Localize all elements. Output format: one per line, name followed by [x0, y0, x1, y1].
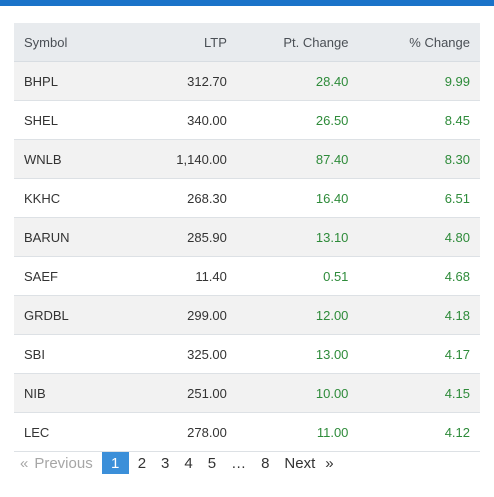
cell-ltp: 285.90 — [114, 217, 237, 257]
column-header-ltp[interactable]: LTP — [114, 23, 237, 62]
cell-pt-change: 87.40 — [236, 139, 359, 179]
table-row[interactable]: LEC 278.00 11.00 4.12 — [14, 412, 480, 452]
table-header-row: Symbol LTP Pt. Change % Change — [14, 23, 480, 62]
cell-pct-change: 9.99 — [358, 61, 480, 101]
page-3-button[interactable]: 3 — [161, 454, 170, 472]
next-page-button[interactable]: Next » — [278, 452, 339, 474]
cell-symbol: BHPL — [14, 61, 115, 101]
previous-label: Previous — [34, 454, 93, 472]
column-header-pt-change[interactable]: Pt. Change — [236, 23, 359, 62]
cell-ltp: 312.70 — [114, 61, 237, 101]
cell-symbol: WNLB — [14, 139, 115, 179]
top-accent-bar — [0, 0, 494, 6]
table-row[interactable]: KKHC 268.30 16.40 6.51 — [14, 178, 480, 218]
page-4-button[interactable]: 4 — [184, 454, 193, 472]
cell-pt-change: 16.40 — [236, 178, 359, 218]
gainers-table: Symbol LTP Pt. Change % Change BHPL 312.… — [14, 23, 480, 452]
cell-ltp: 1,140.00 — [114, 139, 237, 179]
cell-ltp: 278.00 — [114, 412, 237, 452]
cell-ltp: 299.00 — [114, 295, 237, 335]
cell-pct-change: 4.12 — [358, 412, 480, 452]
page-1-button[interactable]: 1 — [101, 452, 129, 474]
cell-pct-change: 8.30 — [358, 139, 480, 179]
pagination-ellipsis: … — [231, 454, 247, 472]
cell-pt-change: 26.50 — [236, 100, 359, 140]
cell-ltp: 325.00 — [114, 334, 237, 374]
chevron-double-right-icon: » — [325, 454, 334, 472]
cell-symbol: SHEL — [14, 100, 115, 140]
cell-pct-change: 8.45 — [358, 100, 480, 140]
cell-symbol: GRDBL — [14, 295, 115, 335]
page-2-button[interactable]: 2 — [137, 454, 147, 472]
page-8-button[interactable]: 8 — [261, 454, 270, 472]
cell-pt-change: 13.00 — [236, 334, 359, 374]
cell-ltp: 11.40 — [114, 256, 237, 296]
table-row[interactable]: GRDBL 299.00 12.00 4.18 — [14, 295, 480, 335]
table-row[interactable]: WNLB 1,140.00 87.40 8.30 — [14, 139, 480, 179]
cell-symbol: SAEF — [14, 256, 115, 296]
table-row[interactable]: NIB 251.00 10.00 4.15 — [14, 373, 480, 413]
cell-pt-change: 10.00 — [236, 373, 359, 413]
cell-symbol: SBI — [14, 334, 115, 374]
cell-pct-change: 4.15 — [358, 373, 480, 413]
cell-pt-change: 28.40 — [236, 61, 359, 101]
pagination: « Previous 1 2 3 4 5 … 8 Next » — [14, 452, 343, 474]
cell-pt-change: 0.51 — [236, 256, 359, 296]
column-header-pct-change[interactable]: % Change — [358, 23, 480, 62]
next-label: Next — [284, 454, 316, 472]
table-row[interactable]: BARUN 285.90 13.10 4.80 — [14, 217, 480, 257]
cell-pt-change: 11.00 — [236, 412, 359, 452]
cell-symbol: NIB — [14, 373, 115, 413]
cell-pt-change: 13.10 — [236, 217, 359, 257]
cell-ltp: 268.30 — [114, 178, 237, 218]
chevron-double-left-icon: « — [20, 454, 29, 472]
table-row[interactable]: SAEF 11.40 0.51 4.68 — [14, 256, 480, 296]
cell-symbol: LEC — [14, 412, 115, 452]
table-row[interactable]: SHEL 340.00 26.50 8.45 — [14, 100, 480, 140]
table-row[interactable]: SBI 325.00 13.00 4.17 — [14, 334, 480, 374]
table-row[interactable]: BHPL 312.70 28.40 9.99 — [14, 61, 480, 101]
page-5-button[interactable]: 5 — [207, 454, 217, 472]
previous-page-button[interactable]: « Previous — [14, 452, 99, 474]
cell-pct-change: 4.80 — [358, 217, 480, 257]
column-header-symbol[interactable]: Symbol — [14, 23, 115, 62]
cell-ltp: 340.00 — [114, 100, 237, 140]
cell-pct-change: 4.18 — [358, 295, 480, 335]
cell-pct-change: 4.17 — [358, 334, 480, 374]
cell-ltp: 251.00 — [114, 373, 237, 413]
cell-symbol: KKHC — [14, 178, 115, 218]
cell-pct-change: 6.51 — [358, 178, 480, 218]
cell-symbol: BARUN — [14, 217, 115, 257]
cell-pt-change: 12.00 — [236, 295, 359, 335]
cell-pct-change: 4.68 — [358, 256, 480, 296]
